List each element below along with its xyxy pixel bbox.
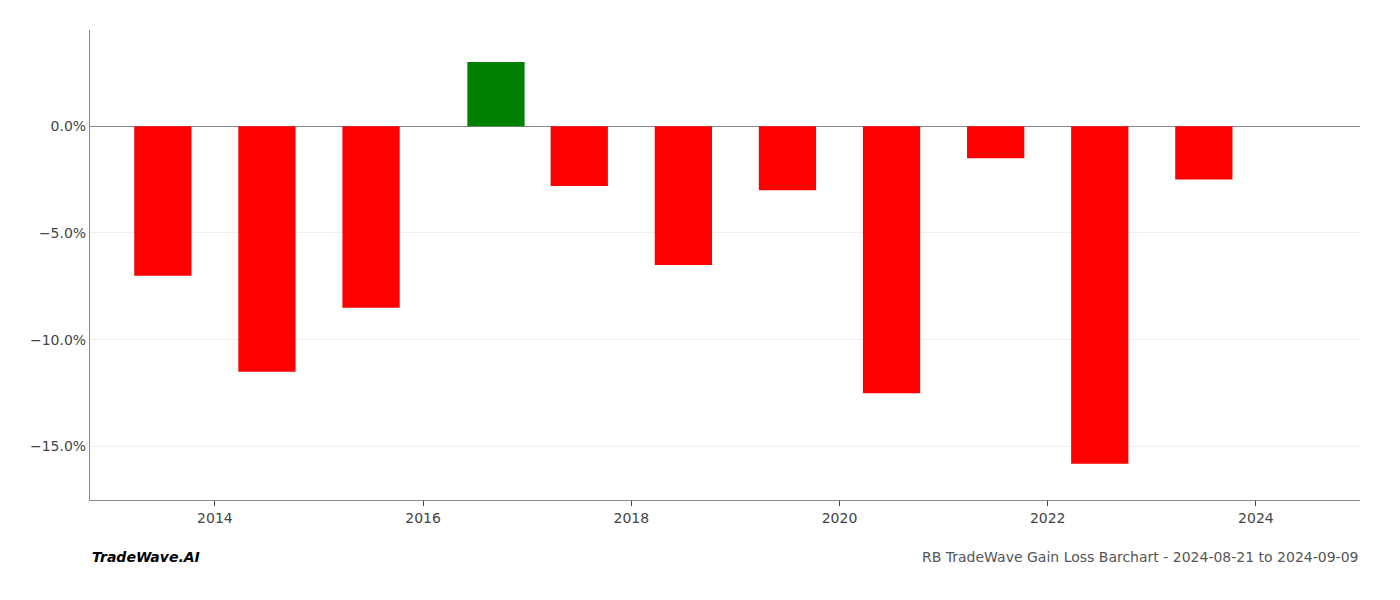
svg-text:2014: 2014	[197, 510, 233, 526]
svg-text:2016: 2016	[405, 510, 441, 526]
svg-text:−5.0%: −5.0%	[39, 225, 86, 241]
svg-text:2024: 2024	[1238, 510, 1274, 526]
svg-text:2022: 2022	[1030, 510, 1066, 526]
svg-text:−10.0%: −10.0%	[30, 332, 86, 348]
svg-text:RB TradeWave Gain Loss Barchar: RB TradeWave Gain Loss Barchart - 2024-0…	[922, 549, 1358, 565]
svg-text:TradeWave.AI: TradeWave.AI	[92, 549, 200, 565]
svg-text:0.0%: 0.0%	[51, 118, 87, 134]
svg-text:−15.0%: −15.0%	[30, 438, 86, 454]
svg-text:2020: 2020	[822, 510, 858, 526]
svg-text:2018: 2018	[613, 510, 649, 526]
